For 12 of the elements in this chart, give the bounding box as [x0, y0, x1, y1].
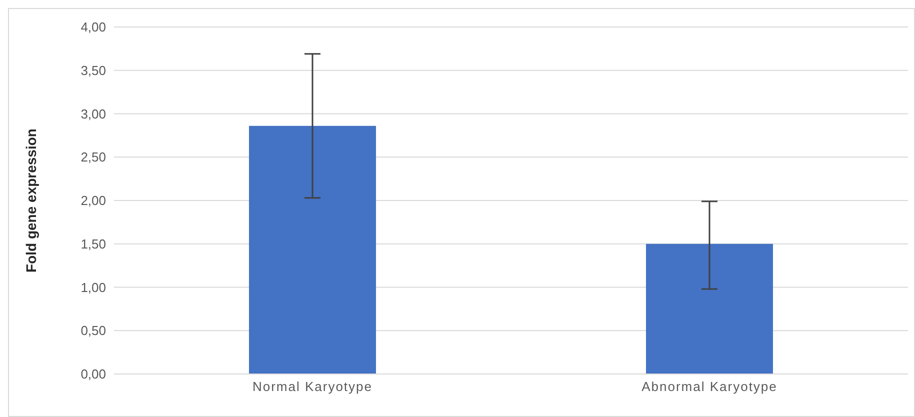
- y-tick-label: 3,00: [80, 106, 106, 122]
- y-tick-label: 4,00: [80, 20, 106, 35]
- x-tick-label: Normal Karyotype: [252, 379, 373, 394]
- y-tick-label: 1,50: [80, 236, 106, 252]
- y-tick-label: 0,50: [80, 323, 106, 338]
- x-tick-label: Abnormal Karyotype: [642, 379, 778, 394]
- y-axis-title: Fold gene expression: [22, 128, 39, 272]
- y-tick-label: 2,00: [80, 193, 106, 208]
- y-tick-label: 0,00: [80, 366, 106, 382]
- y-tick-label: 3,50: [80, 62, 106, 78]
- y-tick-label: 2,50: [80, 150, 106, 165]
- y-tick-label: 1,00: [80, 280, 106, 295]
